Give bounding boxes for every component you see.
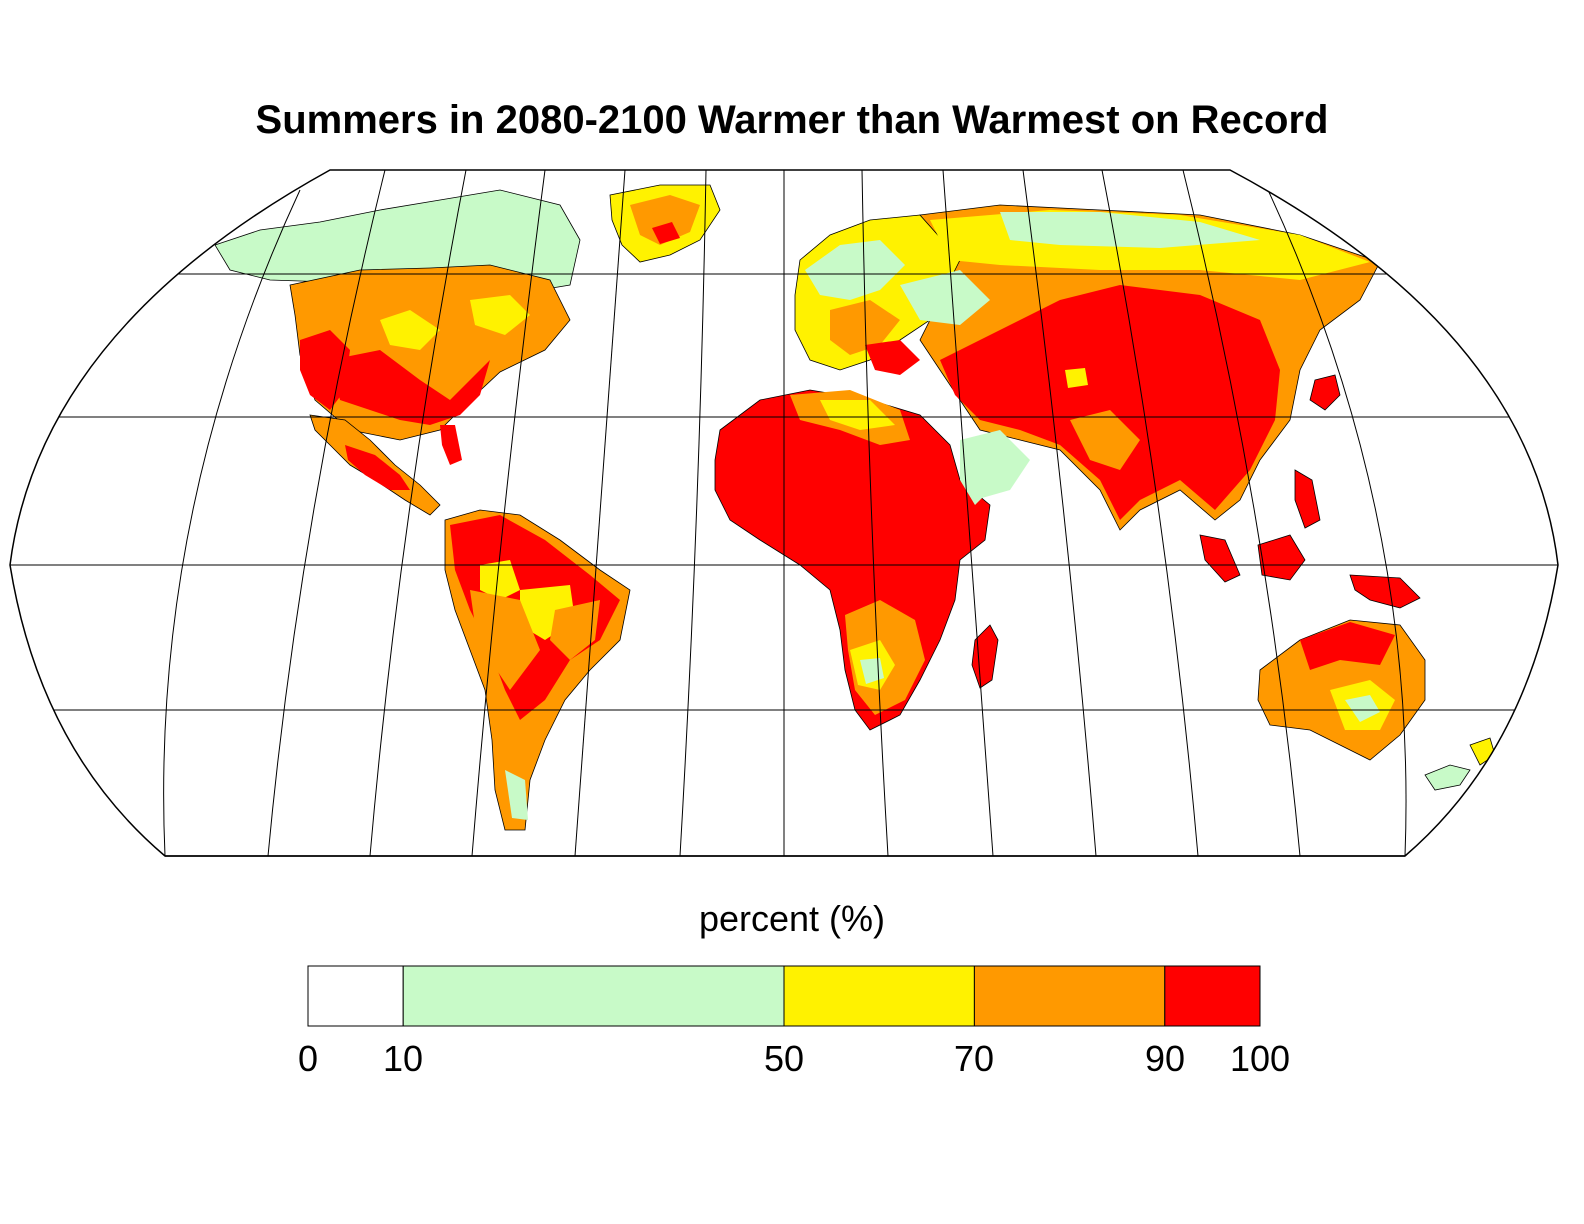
colorbar-tick-70: 70 — [953, 1038, 995, 1079]
asia-mint-north — [1000, 212, 1260, 248]
south-america-yellow — [480, 560, 520, 600]
north-america-yellow-2 — [470, 295, 530, 335]
new-guinea — [1349, 574, 1421, 609]
japan — [1309, 374, 1341, 411]
asia-orange-mid — [1070, 410, 1140, 470]
colorbar-bin-90-100 — [1164, 965, 1261, 1027]
asia-yellow-spot — [1065, 368, 1088, 388]
colorbar-tick-100: 100 — [1229, 1038, 1291, 1079]
australia-mint — [1345, 695, 1380, 722]
colorbar-tick-10: 10 — [382, 1038, 424, 1079]
colorbar-tick-50: 50 — [763, 1038, 805, 1079]
north-america-yellow — [380, 310, 440, 350]
africa — [714, 389, 991, 731]
new-zealand — [1424, 764, 1471, 791]
page-title: Summers in 2080-2100 Warmer than Warmest… — [255, 98, 1329, 142]
greenland-red — [652, 222, 680, 244]
mexico-red — [345, 445, 410, 490]
florida-red — [440, 425, 462, 465]
australia-red — [1300, 622, 1395, 670]
graticule — [10, 170, 1558, 856]
south-america-orange-2 — [550, 600, 600, 660]
asia-red-core — [940, 285, 1280, 520]
arabia-mint — [960, 430, 1030, 500]
colorbar-tick-90: 90 — [1144, 1038, 1186, 1079]
colorbar-label: percent (%) — [698, 898, 886, 939]
colorbar-bin-0-10 — [307, 965, 404, 1027]
sumatra — [1199, 534, 1241, 583]
colorbar — [307, 965, 1261, 1027]
new-zealand-north — [1469, 737, 1496, 766]
colorbar-tick-0: 0 — [297, 1038, 319, 1079]
north-america-red-central — [330, 350, 490, 425]
colorbar-bin-50-70 — [783, 965, 975, 1027]
europe-mint — [805, 240, 905, 300]
south-america-mint — [505, 770, 528, 820]
colorbar-bin-70-90 — [973, 965, 1166, 1027]
madagascar — [971, 624, 999, 689]
europe-red — [865, 340, 920, 375]
africa-yellow-north — [820, 400, 895, 430]
borneo — [1257, 534, 1306, 581]
land-layer — [214, 184, 1496, 831]
philippines — [1294, 469, 1321, 529]
south-america-orange — [470, 590, 540, 690]
asia-mint-central — [900, 270, 990, 325]
greenland-orange — [630, 195, 700, 245]
colorbar-bin-10-50 — [402, 965, 785, 1027]
map-border — [9, 169, 1559, 857]
